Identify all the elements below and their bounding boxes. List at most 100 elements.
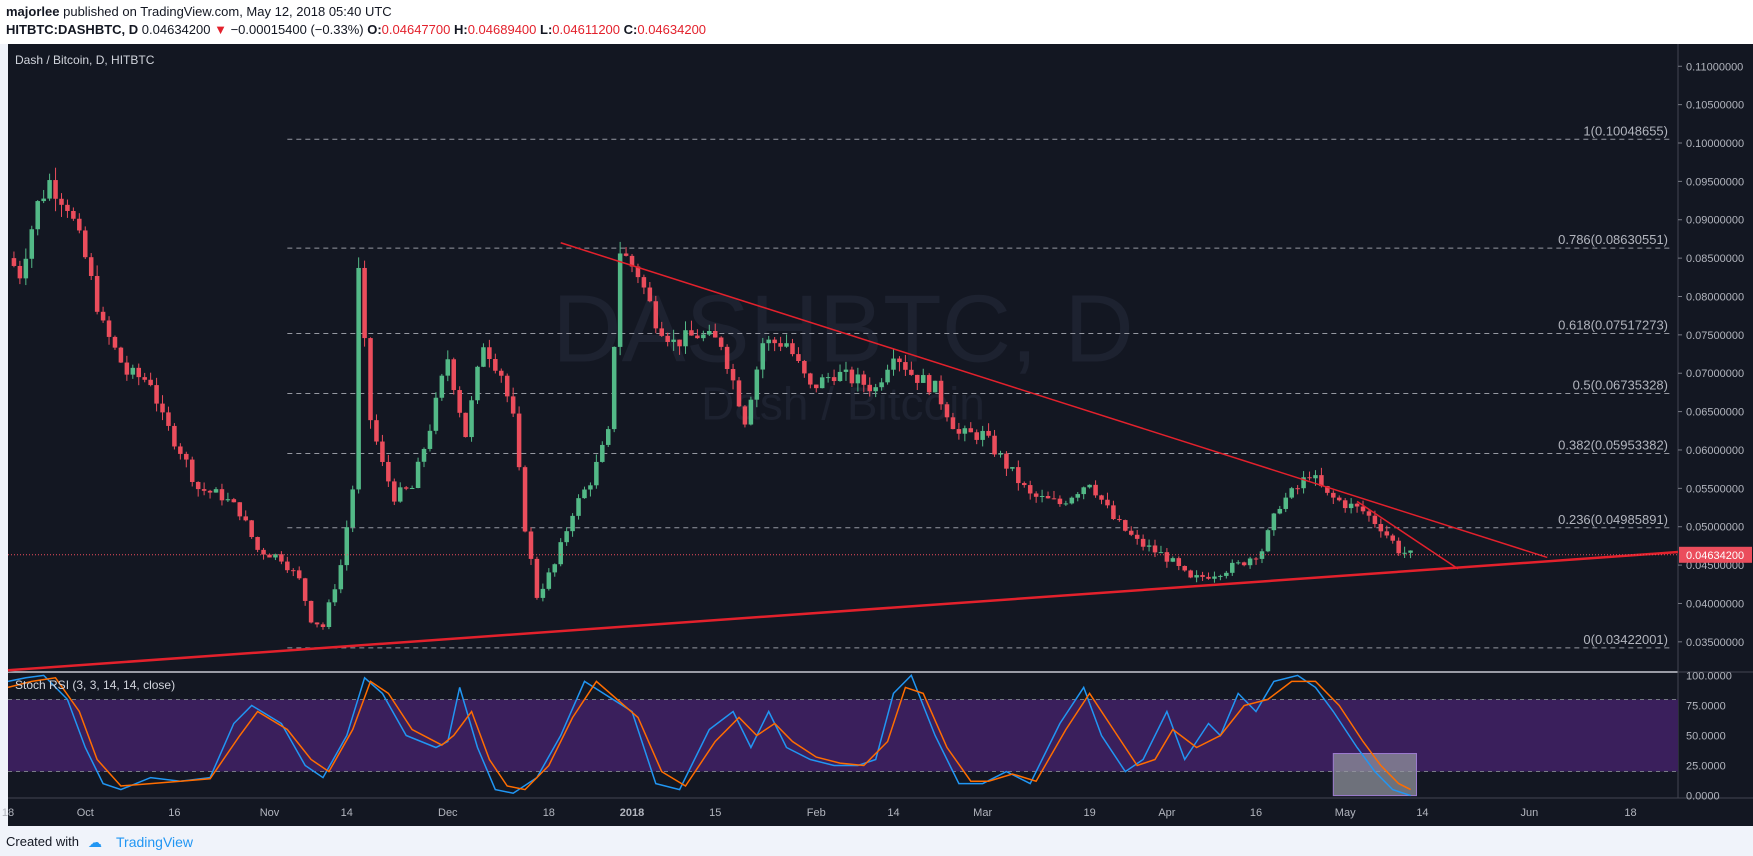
candle-body: [1087, 484, 1092, 488]
time-axis-label: 19: [1084, 807, 1096, 819]
candle-body: [142, 377, 147, 380]
candle-body: [879, 382, 884, 388]
candle-body: [1230, 562, 1235, 573]
candle-body: [130, 367, 136, 375]
candle-body: [558, 542, 563, 565]
candle-body: [861, 374, 867, 385]
candle-body: [1307, 477, 1312, 479]
candle-body: [47, 180, 52, 199]
candle-body: [219, 489, 225, 501]
candle-body: [65, 204, 70, 211]
candle-body: [701, 334, 706, 339]
time-axis-label: Nov: [260, 807, 280, 819]
price-axis-label: 0.08000000: [1686, 291, 1744, 303]
candle-body: [433, 397, 439, 431]
candle-body: [184, 453, 189, 460]
tradingview-logo-icon[interactable]: ☁: [88, 834, 102, 850]
candle-body: [588, 485, 593, 490]
candle-body: [71, 210, 76, 219]
candle-body: [1331, 492, 1336, 498]
candle-body: [647, 287, 653, 302]
price-axis-label: 0.06500000: [1686, 407, 1744, 419]
price-change: −0.00015400 (−0.33%): [230, 22, 364, 37]
time-axis-label: Dec: [438, 807, 458, 819]
candle-body: [350, 489, 355, 528]
time-axis-label: May: [1335, 807, 1356, 819]
candle-body: [986, 430, 991, 436]
candle-body: [897, 358, 902, 363]
candle-body: [1206, 576, 1211, 579]
candle-body: [825, 377, 831, 379]
candle-body: [1283, 497, 1289, 509]
candle-body: [534, 558, 540, 598]
candle-body: [1146, 545, 1152, 547]
candle-body: [641, 277, 647, 288]
candle-body: [314, 622, 320, 625]
candle-body: [59, 198, 64, 205]
candle-body: [255, 537, 260, 550]
candle-body: [207, 490, 213, 493]
candle-body: [653, 301, 659, 329]
open-label: O:: [367, 22, 382, 37]
candle-body: [611, 346, 617, 430]
candle-body: [1188, 570, 1193, 578]
candle-body: [736, 380, 742, 407]
candle-body: [516, 413, 522, 468]
fib-level-label: 1(0.10048655): [1583, 123, 1668, 138]
candle-body: [29, 229, 35, 259]
candle-body: [1152, 545, 1158, 553]
candle-body: [53, 180, 58, 199]
time-axis-label: 16: [168, 807, 180, 819]
candle-body: [707, 330, 712, 335]
candle-body: [1194, 575, 1199, 578]
candle-body: [1360, 506, 1366, 512]
candle-body: [1004, 453, 1009, 469]
candle-body: [855, 374, 861, 384]
symbol-name: HITBTC:DASHBTC, D: [6, 22, 139, 37]
candle-body: [320, 624, 326, 628]
candle-body: [1271, 513, 1277, 531]
rsi-series-d: [7, 676, 1411, 791]
candle-body: [195, 481, 201, 490]
candle-body: [689, 330, 694, 336]
author-name[interactable]: majorlee: [6, 4, 60, 19]
fib-level-label: 0(0.03422001): [1583, 632, 1668, 647]
candle-body: [974, 432, 979, 440]
candle-body: [124, 362, 130, 375]
tradingview-brand-link[interactable]: TradingView: [116, 834, 194, 850]
main-pane-title: Dash / Bitcoin, D, HITBTC: [15, 53, 155, 67]
candle-body: [261, 549, 266, 555]
candle-body: [1325, 486, 1330, 493]
candle-body: [308, 600, 314, 623]
open-value: 0.04647700: [381, 22, 451, 37]
price-axis-label: 0.07000000: [1686, 368, 1744, 380]
time-axis-label: 14: [887, 807, 899, 819]
time-axis-label: 16: [1250, 807, 1262, 819]
candle-body: [469, 400, 474, 438]
candle-body: [1277, 508, 1283, 514]
candle-body: [231, 499, 237, 503]
candle-body: [915, 374, 920, 383]
candle-body: [1348, 503, 1354, 509]
candle-body: [427, 430, 433, 449]
candle-body: [594, 461, 599, 486]
candle-body: [1241, 562, 1247, 566]
candle-body: [623, 253, 629, 256]
time-axis-label: 15: [709, 807, 721, 819]
rsi-highlight-box: [1332, 753, 1418, 797]
candle-body: [415, 461, 421, 488]
price-axis-background: [1678, 44, 1753, 798]
candle-body: [457, 390, 462, 413]
candle-body: [83, 230, 88, 258]
candle-body: [1384, 531, 1390, 536]
candle-body: [522, 467, 528, 532]
candle-body: [1235, 562, 1241, 564]
time-axis-label: Mar: [973, 807, 992, 819]
watermark-subtext: Dash / Bitcoin: [701, 377, 985, 429]
created-with-text: Created with: [6, 834, 79, 849]
candle-body: [1051, 498, 1057, 500]
price-axis-label: 0.04500000: [1686, 560, 1744, 572]
candle-body: [499, 370, 504, 376]
candle-body: [1319, 475, 1324, 487]
